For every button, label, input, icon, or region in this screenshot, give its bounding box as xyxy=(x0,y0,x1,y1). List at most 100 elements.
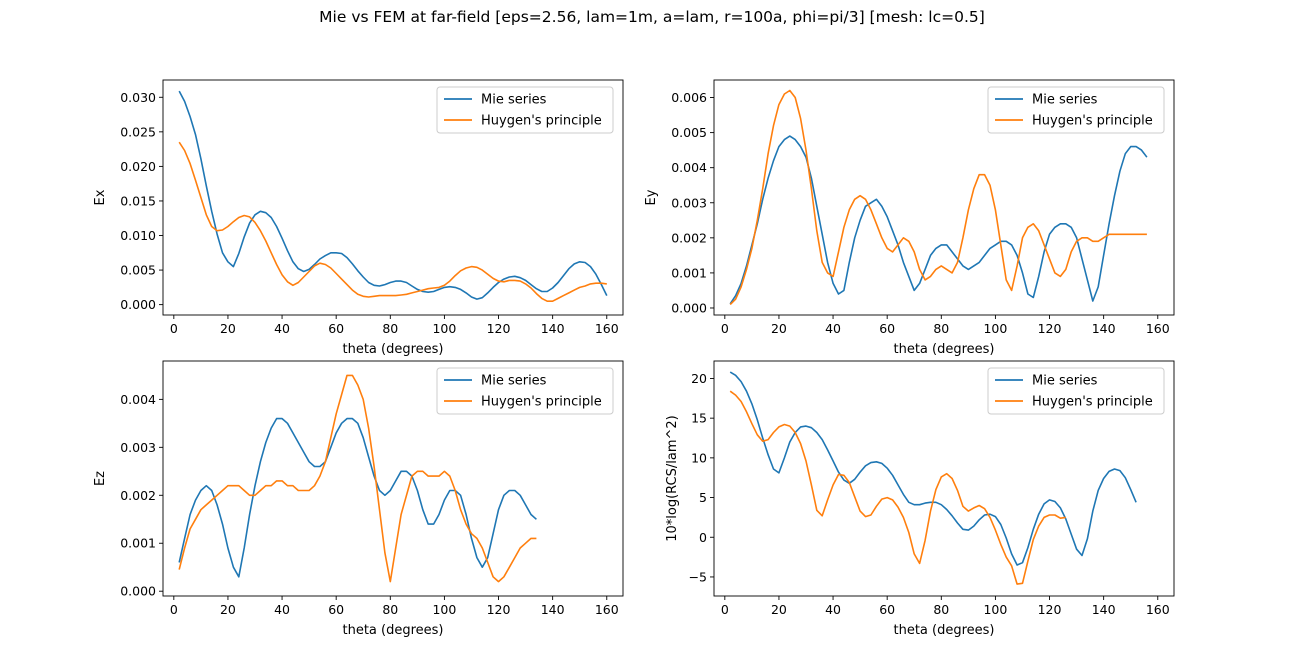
legend-box xyxy=(436,367,614,415)
series-line-mie xyxy=(729,135,1148,305)
y-tick-label: 5 xyxy=(699,490,707,505)
series-line-huygens xyxy=(729,89,1147,306)
legend-label: Huygen's principle xyxy=(481,114,602,129)
axes-frame xyxy=(713,360,1175,597)
x-tick-label: 140 xyxy=(541,602,565,617)
legend-label: Mie series xyxy=(481,93,547,108)
subplot-1: 0 20 40 60 80 100 120 140 160 0.000 0.005 0.010 0.01… xyxy=(93,79,624,357)
series-line-huygens xyxy=(729,390,1066,585)
y-tick-label: 0.005 xyxy=(671,125,707,140)
legend-label: Mie series xyxy=(1032,93,1098,108)
x-tick-label: 40 xyxy=(825,602,841,617)
x-tick-label: 100 xyxy=(983,321,1007,336)
x-tick-label: 20 xyxy=(220,321,236,336)
x-tick-label: 60 xyxy=(328,321,344,336)
y-tick-label: 0.000 xyxy=(671,300,707,315)
y-tick-label: −5 xyxy=(689,569,707,584)
x-tick-label: 160 xyxy=(595,602,619,617)
axes-frame xyxy=(162,79,624,316)
x-tick-label: 160 xyxy=(1146,602,1170,617)
series-line-huygens xyxy=(178,141,607,302)
legend-box xyxy=(987,367,1165,415)
legend-box xyxy=(987,86,1165,134)
series-line-mie xyxy=(178,90,608,300)
y-axis-label: Ex xyxy=(93,189,108,205)
y-tick-label: 0.003 xyxy=(671,195,707,210)
axes-frame xyxy=(162,360,624,597)
x-tick-label: 40 xyxy=(825,321,841,336)
x-tick-label: 40 xyxy=(274,602,290,617)
x-axis-label: theta (degrees) xyxy=(342,623,443,638)
x-tick-label: 80 xyxy=(382,321,398,336)
x-tick-label: 60 xyxy=(879,602,895,617)
x-tick-label: 20 xyxy=(771,602,787,617)
y-tick-label: 0.020 xyxy=(120,159,156,174)
legend: Mie series Huygen's principle xyxy=(436,86,614,134)
y-tick-label: 0.010 xyxy=(120,228,156,243)
x-tick-label: 160 xyxy=(595,321,619,336)
x-tick-label: 140 xyxy=(541,321,565,336)
y-tick-label: 0.025 xyxy=(120,124,156,139)
x-tick-label: 0 xyxy=(721,321,729,336)
x-tick-label: 100 xyxy=(432,602,456,617)
y-axis-label: Ez xyxy=(93,471,108,486)
legend-label: Huygen's principle xyxy=(1032,395,1153,410)
y-axis-label: Ey xyxy=(644,189,659,205)
y-tick-label: 10 xyxy=(691,450,707,465)
series-line-huygens xyxy=(178,374,537,583)
y-tick-label: 0.002 xyxy=(120,488,156,503)
x-tick-label: 0 xyxy=(721,602,729,617)
x-tick-label: 60 xyxy=(879,321,895,336)
y-axis-label: 10*log(RCS/lam^2) xyxy=(665,415,680,542)
legend: Mie series Huygen's principle xyxy=(436,367,614,415)
y-tick-label: 0.001 xyxy=(671,265,707,280)
y-tick-label: 0.005 xyxy=(120,263,156,278)
y-tick-label: 0.004 xyxy=(120,392,156,407)
legend-label: Huygen's principle xyxy=(1032,114,1153,129)
y-tick-label: 0.006 xyxy=(671,90,707,105)
x-tick-label: 0 xyxy=(170,602,178,617)
x-tick-label: 0 xyxy=(170,321,178,336)
subplot-3: 0 20 40 60 80 100 120 140 160 0.000 0.001 0.002 0.00… xyxy=(93,360,624,638)
x-tick-label: 80 xyxy=(382,602,398,617)
y-tick-label: 0.003 xyxy=(120,440,156,455)
y-tick-label: 0.000 xyxy=(120,297,156,312)
legend-label: Huygen's principle xyxy=(481,395,602,410)
y-tick-label: 0.001 xyxy=(120,536,156,551)
y-tick-label: 0 xyxy=(699,530,707,545)
x-tick-label: 140 xyxy=(1092,321,1116,336)
subplot-4: 0 20 40 60 80 100 120 140 160 −5 0 5 10 15 20 theta (de… xyxy=(665,360,1175,638)
x-tick-label: 120 xyxy=(487,602,511,617)
x-axis-label: theta (degrees) xyxy=(893,342,994,357)
y-tick-label: 15 xyxy=(691,411,707,426)
legend: Mie series Huygen's principle xyxy=(987,367,1165,415)
x-axis-label: theta (degrees) xyxy=(893,623,994,638)
x-tick-label: 60 xyxy=(328,602,344,617)
x-tick-label: 80 xyxy=(933,321,949,336)
y-tick-label: 20 xyxy=(691,371,707,386)
legend: Mie series Huygen's principle xyxy=(987,86,1165,134)
axes-frame xyxy=(713,79,1175,316)
x-tick-label: 120 xyxy=(487,321,511,336)
x-tick-label: 80 xyxy=(933,602,949,617)
x-tick-label: 100 xyxy=(983,602,1007,617)
x-tick-label: 120 xyxy=(1038,602,1062,617)
x-axis-label: theta (degrees) xyxy=(342,342,443,357)
y-tick-label: 0.030 xyxy=(120,90,156,105)
x-tick-label: 160 xyxy=(1146,321,1170,336)
x-tick-label: 20 xyxy=(771,321,787,336)
y-tick-label: 0.015 xyxy=(120,193,156,208)
x-tick-label: 20 xyxy=(220,602,236,617)
legend-label: Mie series xyxy=(1032,374,1098,389)
x-tick-label: 100 xyxy=(432,321,456,336)
x-tick-label: 40 xyxy=(274,321,290,336)
subplot-2: 0 20 40 60 80 100 120 140 160 0.000 0.001 0.002 0.00… xyxy=(644,79,1175,357)
y-tick-label: 0.000 xyxy=(120,584,156,599)
y-tick-label: 0.004 xyxy=(671,160,707,175)
x-tick-label: 140 xyxy=(1092,602,1116,617)
series-line-mie xyxy=(178,417,537,578)
figure-title: Mie vs FEM at far-field [eps=2.56, lam=1… xyxy=(319,8,985,26)
y-tick-label: 0.002 xyxy=(671,230,707,245)
x-tick-label: 120 xyxy=(1038,321,1062,336)
